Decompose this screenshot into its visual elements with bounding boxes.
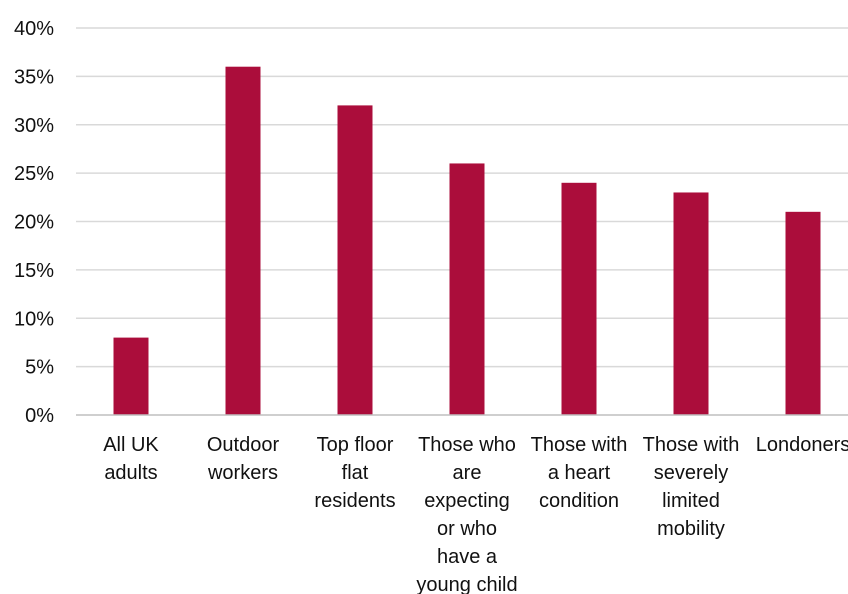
- bar: [561, 182, 597, 415]
- y-tick-label: 10%: [14, 308, 54, 330]
- x-category-label-line: severely: [654, 462, 728, 484]
- x-category-label-line: Top floor: [317, 434, 394, 456]
- x-category-label-line: Those who: [418, 434, 516, 456]
- y-tick-label: 5%: [25, 357, 54, 379]
- x-category-label-line: adults: [104, 462, 157, 484]
- bar: [449, 163, 485, 415]
- x-category-label: Those with a heart condition: [531, 434, 628, 512]
- x-axis-category-labels: All UK adults Outdoor workers Top floor flat r…: [103, 434, 848, 594]
- x-category-label-line: limited: [662, 490, 720, 512]
- x-category-label-line: a heart: [548, 462, 611, 484]
- y-tick-label: 30%: [14, 115, 54, 137]
- x-category-label-line: expecting: [424, 490, 510, 512]
- bar: [337, 105, 373, 416]
- x-category-label-line: Outdoor: [207, 434, 280, 456]
- bar: [225, 66, 261, 415]
- bar: [673, 192, 709, 415]
- y-tick-label: 25%: [14, 163, 54, 185]
- y-tick-label: 15%: [14, 260, 54, 282]
- x-category-label: Those with severely limited mobility: [643, 434, 740, 540]
- y-tick-label: 0%: [25, 405, 54, 427]
- bar: [113, 337, 149, 415]
- x-category-label-line: are: [453, 462, 482, 484]
- x-category-label-line: All UK: [103, 434, 159, 456]
- bars: [113, 66, 821, 416]
- x-category-label-line: Those with: [643, 434, 740, 456]
- x-category-label-line: Londoners: [756, 434, 848, 456]
- x-category-label-line: young child: [416, 574, 517, 594]
- y-axis-tick-labels: 0% 5% 10% 15% 20% 25% 30% 35% 40%: [14, 18, 54, 427]
- x-category-label-line: residents: [314, 490, 395, 512]
- bar: [785, 211, 821, 415]
- x-category-label-line: workers: [207, 462, 278, 484]
- x-category-label-line: flat: [342, 462, 369, 484]
- x-category-label: Outdoor workers: [207, 434, 280, 484]
- x-category-label-line: or who: [437, 518, 497, 540]
- y-tick-label: 35%: [14, 66, 54, 88]
- x-category-label: Top floor flat residents: [314, 434, 395, 512]
- x-category-label: Londoners: [756, 434, 848, 456]
- x-category-label: All UK adults: [103, 434, 159, 484]
- x-category-label: Those who are expecting or who have a young c…: [416, 434, 517, 594]
- x-category-label-line: condition: [539, 490, 619, 512]
- y-tick-label: 20%: [14, 212, 54, 234]
- x-category-label-line: mobility: [657, 518, 725, 540]
- y-tick-label: 40%: [14, 18, 54, 40]
- x-category-label-line: have a: [437, 546, 498, 568]
- x-category-label-line: Those with: [531, 434, 628, 456]
